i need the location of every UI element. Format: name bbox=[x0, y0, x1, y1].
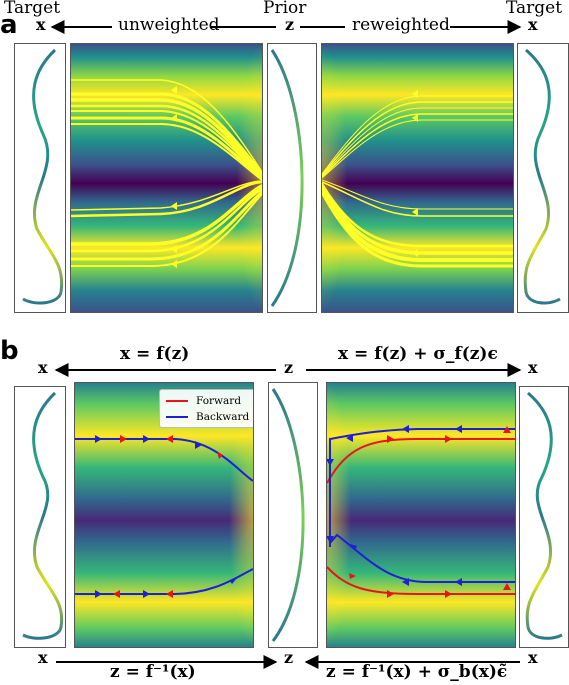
heatmap-a-unweighted bbox=[70, 43, 263, 313]
x-label-b-bottom-right: x bbox=[528, 648, 538, 667]
target-density-a-right bbox=[517, 43, 569, 313]
panel-a-arrows bbox=[50, 20, 522, 34]
x-label-a-right: x bbox=[528, 15, 538, 34]
equation-forward-stochastic: x = f(z) + σ_f(z)ϵ bbox=[338, 344, 498, 364]
target-density-b-left bbox=[14, 386, 66, 648]
panel-a-letter: a bbox=[0, 10, 18, 40]
panel-b-top-arrows bbox=[54, 363, 522, 377]
target-label-right: Target bbox=[506, 0, 563, 18]
prior-density-b bbox=[268, 382, 318, 648]
equation-forward-deterministic: x = f(z) bbox=[120, 344, 190, 364]
unweighted-label: unweighted bbox=[118, 15, 220, 35]
heatmap-b-deterministic: Forward Backward bbox=[74, 382, 254, 648]
prior-density-a bbox=[267, 43, 317, 313]
prior-label: Prior bbox=[263, 0, 307, 18]
z-label-b-bottom: z bbox=[284, 648, 294, 667]
legend-backward: Backward bbox=[166, 409, 249, 425]
equation-backward-deterministic: z = f⁻¹(x) bbox=[110, 662, 196, 682]
target-density-a-left bbox=[14, 43, 66, 313]
x-label-b-top-right: x bbox=[528, 358, 538, 377]
legend-forward: Forward bbox=[166, 393, 249, 409]
legend-backward-label: Backward bbox=[196, 411, 250, 423]
reweighted-label: reweighted bbox=[352, 15, 450, 35]
heatmap-a-reweighted bbox=[321, 43, 514, 313]
equation-backward-stochastic: z = f⁻¹(x) + σ_b(x)ϵ̃ bbox=[326, 662, 508, 682]
panel-b-bottom-arrows bbox=[56, 655, 520, 669]
target-density-b-right bbox=[519, 386, 569, 648]
x-label-b-top-left: x bbox=[38, 358, 48, 377]
z-label-b-top: z bbox=[284, 358, 294, 377]
target-label-left: Target bbox=[4, 0, 61, 18]
legend-forward-label: Forward bbox=[196, 395, 242, 407]
panel-b-letter: b bbox=[0, 336, 19, 366]
z-label-a: z bbox=[285, 15, 295, 34]
heatmap-b-stochastic bbox=[326, 382, 516, 648]
x-label-a-left: x bbox=[36, 15, 46, 34]
legend: Forward Backward bbox=[159, 389, 253, 428]
x-label-b-bottom-left: x bbox=[38, 648, 48, 667]
